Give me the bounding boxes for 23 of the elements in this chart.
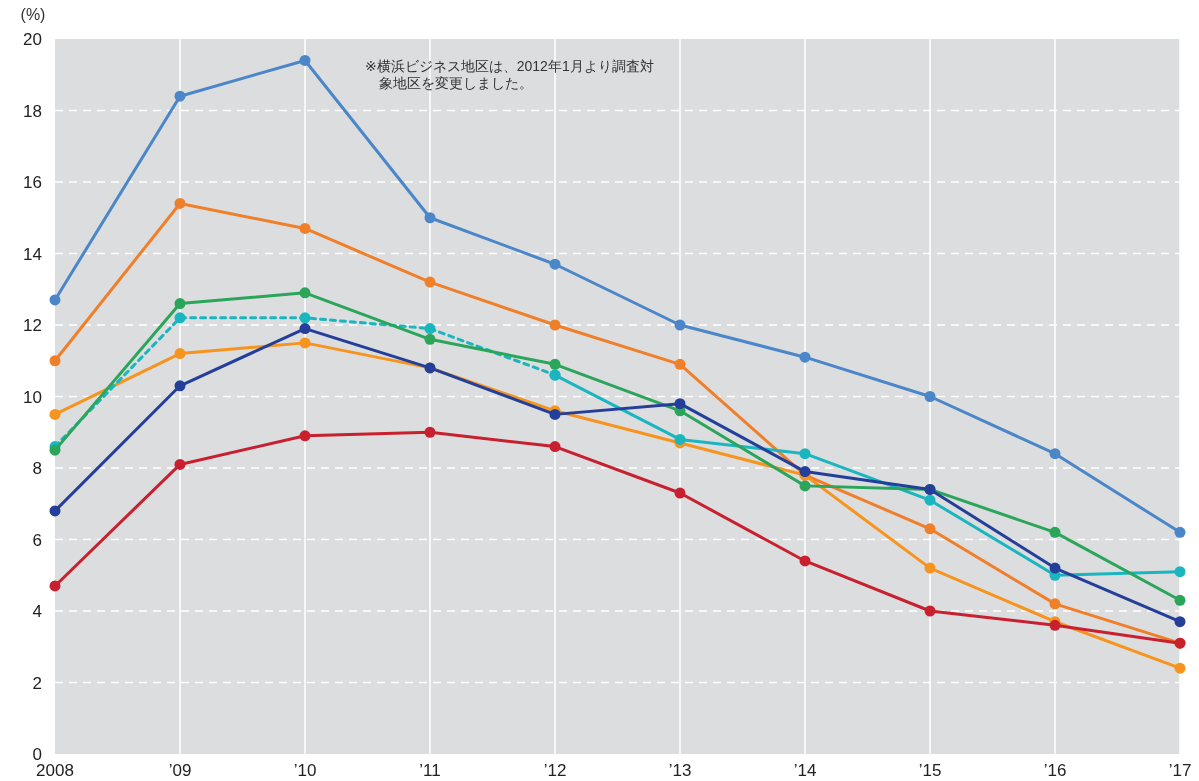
y-tick-label: 20 (23, 30, 42, 49)
x-tick-label: ’12 (543, 761, 567, 780)
y-tick-label: 16 (23, 173, 42, 192)
x-tick-label: ’16 (1043, 761, 1067, 780)
x-tick-label: ’10 (293, 761, 317, 780)
y-tick-label: 6 (32, 530, 42, 550)
y-tick-label: 18 (23, 101, 42, 121)
annotation: ※横浜ビジネス地区は、2012年1月より調査対象地区を変更しました。 (365, 58, 655, 92)
y-tick-label: 4 (32, 602, 42, 621)
x-tick-label: ’09 (168, 761, 192, 780)
x-tick-label: 2008 (36, 761, 74, 780)
y-tick-label: 10 (23, 387, 42, 407)
y-tick-label: 0 (32, 745, 42, 764)
x-tick-label: ’17 (1168, 761, 1192, 780)
x-tick-label: ’15 (918, 761, 942, 780)
x-tick-label: ’14 (793, 761, 817, 780)
y-axis-title: (%) (20, 6, 46, 23)
x-tick-label: ’13 (668, 761, 692, 780)
x-tick-label: ’11 (419, 761, 441, 780)
y-tick-label: 8 (32, 459, 42, 478)
y-tick-label: 2 (32, 673, 42, 693)
y-tick-label: 12 (23, 316, 42, 335)
y-tick-label: 14 (23, 244, 42, 264)
